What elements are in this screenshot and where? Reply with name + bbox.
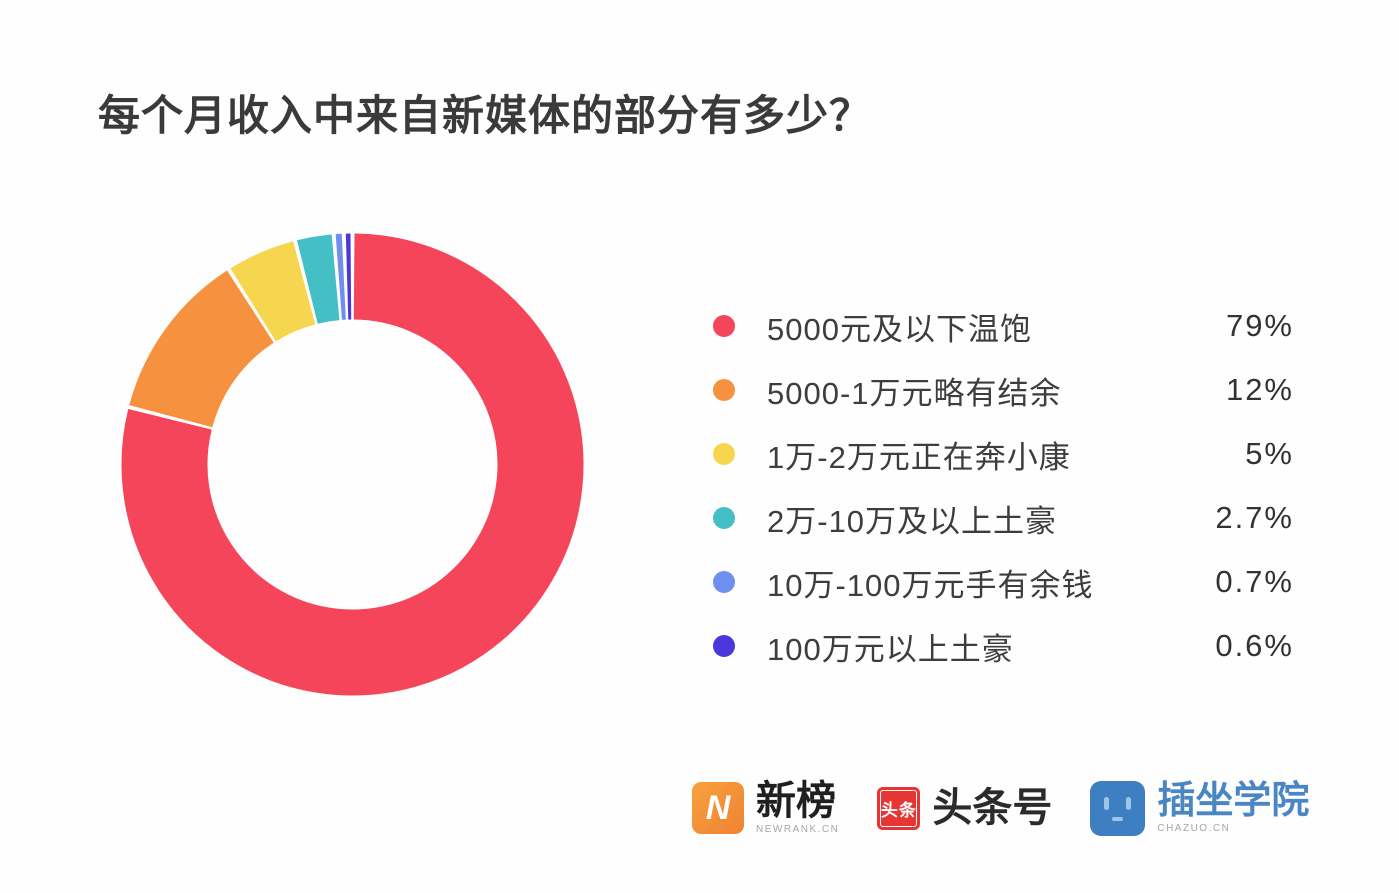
- donut-segment: [230, 241, 317, 343]
- legend-value: 79%: [1225, 308, 1294, 343]
- toutiao-name: 头条号: [932, 786, 1053, 830]
- legend-item: 5000-1万元略有结余 12%: [700, 358, 1294, 422]
- newrank-logo-icon: N: [692, 782, 744, 834]
- legend-dot-icon: [713, 635, 735, 657]
- donut-segment: [297, 234, 341, 324]
- legend-value: 2.7%: [1215, 500, 1294, 535]
- legend-value: 0.7%: [1215, 564, 1294, 599]
- legend-dot-icon: [713, 315, 735, 337]
- newrank-text-block: 新榜 NEWRANK.CN: [756, 781, 839, 835]
- legend-value: 0.6%: [1215, 628, 1294, 663]
- newrank-name: 新榜: [756, 779, 836, 823]
- toutiao-logo: 头条 头条号: [877, 786, 1052, 830]
- legend-item: 10万-100万元手有余钱 0.7%: [700, 550, 1294, 614]
- legend-item: 5000元及以下温饱 79%: [700, 294, 1294, 358]
- toutiao-logo-icon: 头条: [877, 786, 921, 830]
- page-title: 每个月收入中来自新媒体的部分有多少？: [98, 92, 873, 139]
- sponsor-logos: N 新榜 NEWRANK.CN 头条 头条号: [692, 778, 1309, 838]
- legend-value: 12%: [1225, 372, 1294, 407]
- chazuo-logo-icon: [1090, 780, 1146, 836]
- toutiao-mark-chars: 头条: [880, 800, 917, 820]
- robot-face-icon: [1104, 796, 1132, 821]
- legend-label: 5000元及以下温饱: [767, 311, 1032, 347]
- newrank-logo: N 新榜 NEWRANK.CN: [692, 781, 839, 835]
- newrank-url: NEWRANK.CN: [756, 824, 840, 835]
- legend-item: 2万-10万及以上土豪 2.7%: [700, 486, 1294, 550]
- legend-label: 5000-1万元略有结余: [767, 375, 1062, 411]
- legend-item: 1万-2万元正在奔小康 5%: [700, 422, 1294, 486]
- donut-segment: [121, 233, 584, 696]
- chazuo-text-block: 插坐学院 CHAZUO.CN: [1157, 782, 1309, 834]
- chazuo-url: CHAZUO.CN: [1157, 823, 1231, 834]
- toutiao-text-block: 头条号: [932, 788, 1052, 828]
- chart-legend: 5000元及以下温饱 79% 5000-1万元略有结余 12% 1万-2万元正在…: [700, 294, 1294, 678]
- legend-dot-icon: [713, 571, 735, 593]
- legend-label: 2万-10万及以上土豪: [767, 503, 1058, 539]
- legend-dot-icon: [713, 379, 735, 401]
- legend-label: 1万-2万元正在奔小康: [767, 439, 1071, 475]
- legend-value: 5%: [1245, 436, 1294, 471]
- legend-dot-icon: [713, 507, 735, 529]
- legend-label: 100万元以上土豪: [767, 631, 1014, 667]
- newrank-mark-letter: N: [705, 788, 731, 827]
- chazuo-logo: 插坐学院 CHAZUO.CN: [1090, 780, 1309, 836]
- legend-label: 10万-100万元手有余钱: [767, 567, 1094, 603]
- legend-dot-icon: [713, 443, 735, 465]
- chazuo-name: 插坐学院: [1157, 780, 1310, 822]
- legend-item: 100万元以上土豪 0.6%: [700, 614, 1294, 678]
- donut-chart-svg: [121, 233, 584, 696]
- donut-chart: [119, 231, 586, 698]
- donut-segment: [129, 270, 275, 429]
